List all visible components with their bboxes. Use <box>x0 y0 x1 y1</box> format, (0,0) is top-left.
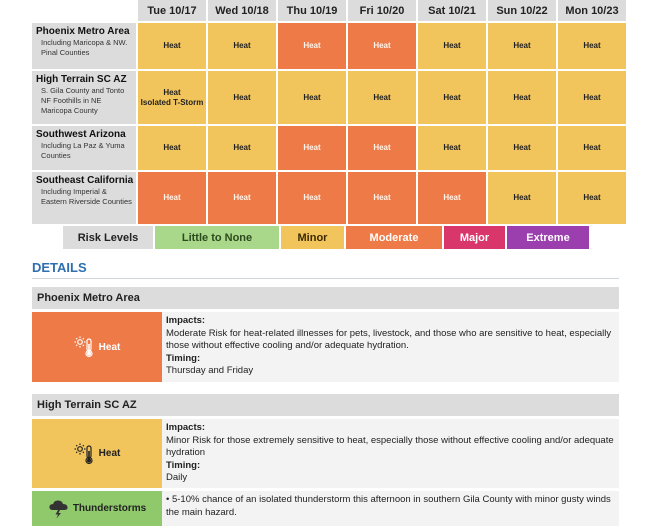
region-label: Southwest Arizona Including La Paz & Yum… <box>32 126 136 170</box>
hazard-description: Impacts: Minor Risk for those extremely … <box>162 419 619 488</box>
region-subtitle: Including Maricopa & NW. Pinal Counties <box>41 38 128 57</box>
region-subtitle: Including Imperial & Eastern Riverside C… <box>41 187 132 206</box>
timing-text: Daily <box>166 472 188 483</box>
section-header: Phoenix Metro Area <box>32 287 619 309</box>
thermometer-sun-icon <box>74 336 96 358</box>
hazard-description: • 5-10% chance of an isolated thundersto… <box>162 491 619 526</box>
risk-cell: Heat <box>488 126 556 170</box>
risk-cell: Heat <box>348 172 416 224</box>
risk-cell: Heat <box>138 23 206 69</box>
region-name: Southwest Arizona <box>36 129 126 140</box>
risk-cell: Heat <box>418 71 486 124</box>
risk-cell: Heat <box>558 126 626 170</box>
day-header: Thu 10/19 <box>278 0 346 21</box>
risk-cell: Heat <box>278 172 346 224</box>
storm-cloud-icon <box>48 499 70 519</box>
impacts-label: Impacts: <box>166 315 206 326</box>
hazard-name: Heat <box>98 448 121 459</box>
day-header: Tue 10/17 <box>138 0 206 21</box>
risk-cell: Heat <box>138 172 206 224</box>
risk-cell: Heat <box>208 126 276 170</box>
forecast-grid: Tue 10/17 Wed 10/18 Thu 10/19 Fri 10/20 … <box>32 0 626 224</box>
hazard-thunderstorms-box: Thunderstorms <box>32 491 162 526</box>
impacts-text: Minor Risk for those extremely sensitive… <box>166 434 614 459</box>
risk-cell: Heat <box>418 126 486 170</box>
hazard-description: Impacts: Moderate Risk for heat-related … <box>162 312 619 382</box>
legend-item-little-to-none: Little to None <box>155 226 279 249</box>
risk-cell-text: Heat <box>163 87 181 97</box>
legend-item-extreme: Extreme <box>507 226 589 249</box>
day-header: Mon 10/23 <box>558 0 626 21</box>
timing-label: Timing: <box>166 352 201 364</box>
thermometer-sun-icon <box>74 443 96 465</box>
risk-cell: Heat <box>138 126 206 170</box>
risk-cell: Heat <box>208 172 276 224</box>
risk-cell: Heat <box>488 172 556 224</box>
risk-cell: Heat <box>208 71 276 124</box>
hazard-heat-box: Heat <box>32 419 162 488</box>
region-name: Phoenix Metro Area <box>36 26 130 37</box>
region-subtitle: S. Gila County and Tonto NF Foothills in… <box>41 86 125 115</box>
section-header: High Terrain SC AZ <box>32 394 619 416</box>
region-label: High Terrain SC AZ S. Gila County and To… <box>32 71 136 124</box>
hazard-name: Thunderstorms <box>72 503 147 514</box>
risk-cell: Heat <box>278 23 346 69</box>
legend-item-minor: Minor <box>281 226 344 249</box>
grid-corner <box>32 0 136 21</box>
thunderstorm-text: • 5-10% chance of an isolated thundersto… <box>166 494 611 518</box>
region-name: High Terrain SC AZ <box>36 74 127 85</box>
risk-cell: Heat <box>348 126 416 170</box>
region-name: Southeast California <box>36 175 134 186</box>
risk-cell: Heat <box>418 172 486 224</box>
risk-cell: Heat <box>208 23 276 69</box>
risk-cell: Heat <box>558 71 626 124</box>
impacts-text: Moderate Risk for heat-related illnesses… <box>166 327 612 352</box>
risk-cell: Heat <box>488 71 556 124</box>
region-subtitle: Including La Paz & Yuma Counties <box>41 141 125 160</box>
risk-cell: Heat <box>488 23 556 69</box>
risk-cell: Heat <box>278 71 346 124</box>
day-header: Sat 10/21 <box>418 0 486 21</box>
legend-item-moderate: Moderate <box>346 226 442 249</box>
risk-cell: Heat Isolated T-Storm <box>138 71 206 124</box>
timing-label: Timing: <box>166 459 201 471</box>
risk-cell: Heat <box>348 23 416 69</box>
region-label: Phoenix Metro Area Including Maricopa & … <box>32 23 136 69</box>
impacts-label: Impacts: <box>166 422 206 433</box>
region-label: Southeast California Including Imperial … <box>32 172 136 224</box>
day-header: Sun 10/22 <box>488 0 556 21</box>
day-header: Wed 10/18 <box>208 0 276 21</box>
legend-title: Risk Levels <box>63 226 153 249</box>
details-heading: DETAILS <box>32 260 87 275</box>
risk-cell: Heat <box>278 126 346 170</box>
hazard-name: Heat <box>98 341 121 353</box>
risk-cell: Heat <box>558 23 626 69</box>
risk-cell-text-secondary: Isolated T-Storm <box>140 97 204 107</box>
risk-cell: Heat <box>418 23 486 69</box>
risk-cell: Heat <box>558 172 626 224</box>
day-header: Fri 10/20 <box>348 0 416 21</box>
risk-cell: Heat <box>348 71 416 124</box>
timing-text: Thursday and Friday <box>166 365 254 376</box>
hazard-heat-box: Heat <box>32 312 162 382</box>
details-divider <box>32 278 619 279</box>
legend-item-major: Major <box>444 226 505 249</box>
